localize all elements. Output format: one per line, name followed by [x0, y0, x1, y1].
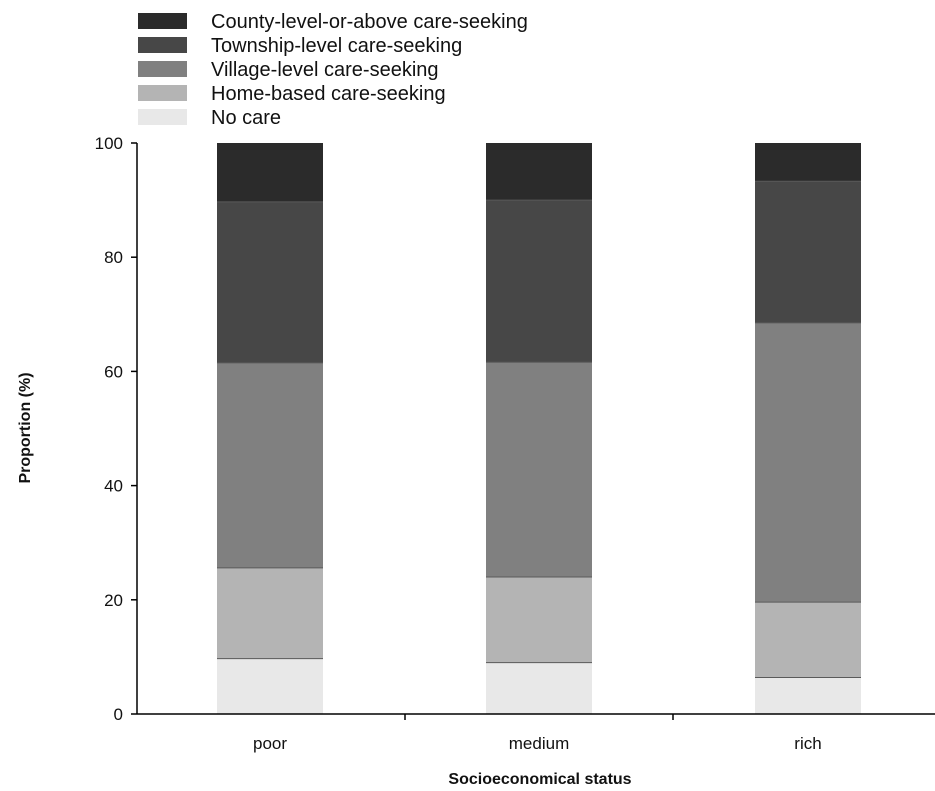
- bar-segment-poor-3: [217, 201, 323, 363]
- legend-swatch: [138, 37, 187, 53]
- bar-segment-medium-3: [486, 200, 592, 363]
- bar-segment-rich-0: [755, 677, 861, 714]
- axes: [136, 143, 935, 715]
- bar-segment-rich-2: [755, 322, 861, 603]
- bar-segment-medium-2: [486, 362, 592, 577]
- bars: [217, 143, 861, 714]
- bar-segment-medium-4: [486, 143, 592, 201]
- bar-segment-rich-1: [755, 602, 861, 678]
- y-tick-label: 40: [104, 477, 123, 496]
- y-tick-label: 60: [104, 362, 123, 381]
- x-tick-label-rich: rich: [794, 734, 821, 753]
- bar-segment-poor-4: [217, 143, 323, 202]
- legend-label: County-level-or-above care-seeking: [211, 11, 528, 33]
- x-ticks: poor medium rich: [253, 714, 822, 753]
- legend-label: Home-based care-seeking: [211, 83, 446, 105]
- bar-segment-poor-2: [217, 362, 323, 568]
- legend-swatch: [138, 61, 187, 77]
- legend-label: Township-level care-seeking: [211, 35, 462, 57]
- bar-segment-rich-3: [755, 181, 861, 323]
- y-tick-label: 20: [104, 591, 123, 610]
- bar-segment-poor-0: [217, 658, 323, 714]
- y-tick-label: 0: [114, 705, 123, 724]
- y-tick-label: 100: [95, 134, 123, 153]
- legend-swatch: [138, 109, 187, 125]
- legend: County-level-or-above care-seekingTownsh…: [138, 11, 528, 129]
- legend-swatch: [138, 13, 187, 29]
- y-axis-title: Proportion (%): [17, 372, 34, 483]
- x-tick-label-medium: medium: [509, 734, 569, 753]
- bar-segment-medium-0: [486, 662, 592, 714]
- x-tick-label-poor: poor: [253, 734, 287, 753]
- y-tick-label: 80: [104, 248, 123, 267]
- bar-segment-medium-1: [486, 576, 592, 663]
- x-axis-title: Socioeconomical status: [448, 771, 631, 788]
- bar-segment-poor-1: [217, 567, 323, 659]
- bar-segment-rich-4: [755, 143, 861, 182]
- legend-label: No care: [211, 107, 281, 129]
- legend-swatch: [138, 85, 187, 101]
- legend-label: Village-level care-seeking: [211, 59, 439, 81]
- y-ticks: 0 20 40 60 80 100: [95, 134, 137, 724]
